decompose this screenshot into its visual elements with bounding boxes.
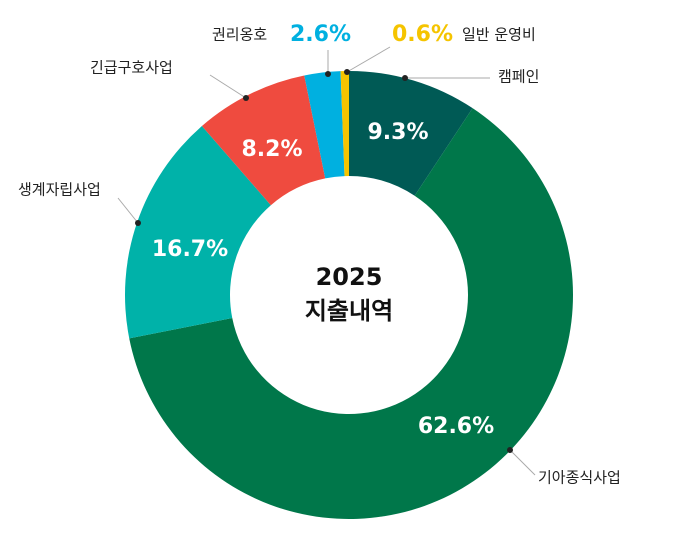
leader-dot (344, 69, 350, 75)
leader-line (117, 197, 139, 224)
donut-segment (129, 108, 573, 519)
leader-line (346, 46, 391, 73)
category-label: 일반 운영비 (462, 26, 536, 44)
donut-segment (201, 75, 326, 206)
leader-dot (507, 447, 513, 453)
donut-segment (349, 71, 473, 196)
leader-line (509, 449, 536, 476)
category-label: 생계자립사업 (18, 181, 101, 199)
value-label: 9.3% (367, 120, 428, 145)
value-label: 16.7% (152, 237, 228, 262)
value-label: 2.6% (290, 22, 351, 47)
leader-dot (135, 220, 141, 226)
leader-line (209, 74, 247, 99)
donut-segment (124, 126, 271, 339)
labels: 캠페인 9.3% 기아종식사업 62.6% 생계자립사업 16.7% 긴급구호사업 8.2% 권… (18, 22, 621, 487)
value-label: 8.2% (241, 137, 302, 162)
leader-dot (325, 71, 331, 77)
leader-dot (243, 95, 249, 101)
donut-segment (304, 71, 345, 179)
donut (124, 71, 573, 519)
leader-dot (402, 75, 408, 81)
donut-segment (340, 71, 349, 177)
category-label: 캠페인 (498, 68, 539, 86)
category-label: 권리옹호 (212, 26, 267, 44)
category-label: 기아종식사업 (538, 469, 621, 487)
value-label: 0.6% (392, 22, 453, 47)
center-title: 2025 (316, 263, 383, 291)
category-label: 긴급구호사업 (90, 59, 173, 77)
value-label: 62.6% (418, 414, 494, 439)
center-title: 지출내역 (305, 297, 393, 325)
